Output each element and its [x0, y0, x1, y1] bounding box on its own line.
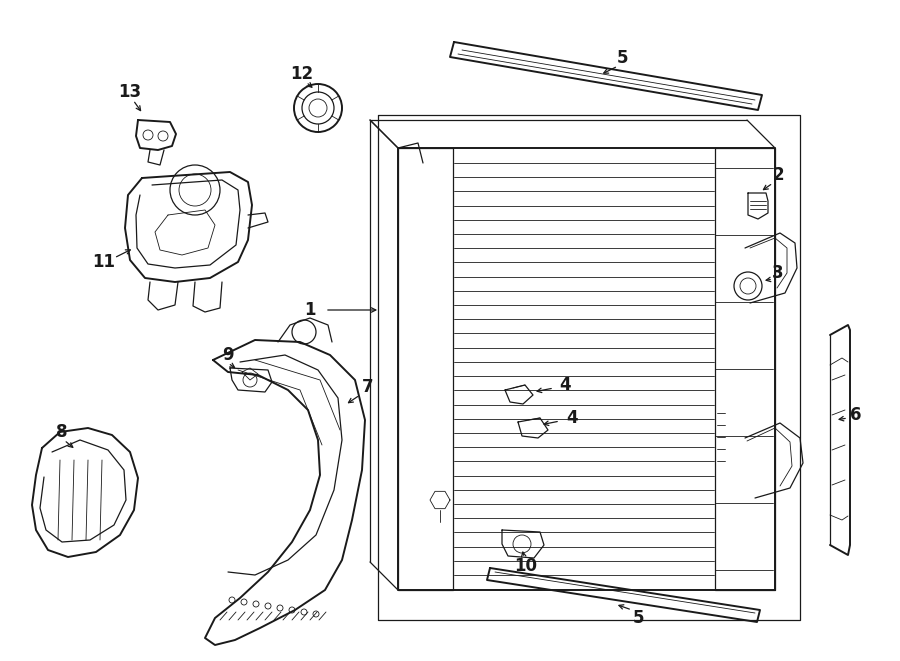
Text: 1: 1: [304, 301, 316, 319]
Text: 2: 2: [772, 166, 784, 184]
Text: 7: 7: [362, 378, 374, 396]
Text: 3: 3: [772, 264, 784, 282]
Text: 5: 5: [632, 609, 644, 627]
Text: 10: 10: [515, 557, 537, 575]
Text: 13: 13: [119, 83, 141, 101]
Text: 4: 4: [566, 409, 578, 427]
Text: 5: 5: [616, 49, 628, 67]
Text: 11: 11: [93, 253, 115, 271]
Text: 4: 4: [559, 376, 571, 394]
Text: 9: 9: [222, 346, 234, 364]
Text: 6: 6: [850, 406, 862, 424]
Text: 12: 12: [291, 65, 313, 83]
Text: 8: 8: [56, 423, 68, 441]
